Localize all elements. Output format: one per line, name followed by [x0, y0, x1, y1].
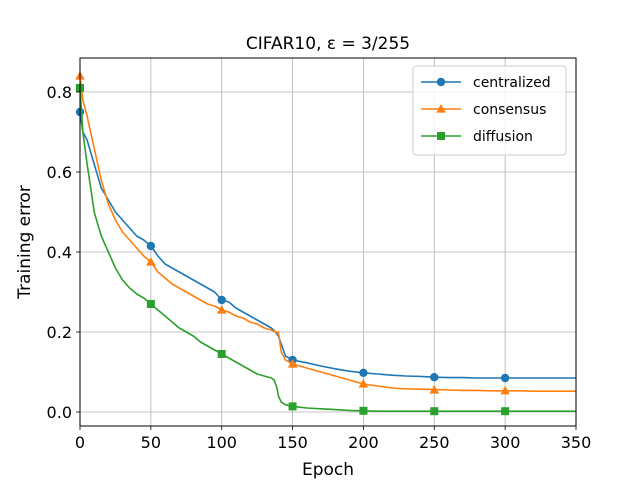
- legend-entry-consensus: consensus: [421, 102, 546, 118]
- data-point-consensus: [216, 305, 227, 314]
- data-point-centralized: [430, 373, 439, 382]
- legend-entry-centralized: centralized: [421, 75, 551, 91]
- data-point-centralized: [500, 373, 510, 383]
- data-point-centralized: [217, 295, 226, 305]
- x-tick-label: 100: [206, 433, 237, 452]
- axis-ticks: 0 50 100 150 200 250 300 350 0.0 0.2 0.4 0.6 0.8: [47, 83, 592, 452]
- y-tick-label: 0.6: [47, 163, 72, 182]
- data-point-diffusion: [501, 407, 510, 416]
- data-point-consensus: [146, 257, 156, 266]
- data-point-centralized: [146, 241, 156, 251]
- series-centralized: [75, 107, 576, 383]
- data-point-diffusion: [359, 406, 368, 415]
- legend-marker-consensus: [436, 104, 446, 113]
- y-axis-label: Training error: [15, 185, 35, 300]
- data-point-consensus: [500, 385, 510, 395]
- data-point-diffusion: [217, 350, 226, 358]
- series-line-consensus: [79, 75, 576, 392]
- data-point-diffusion: [146, 300, 155, 308]
- data-point-consensus: [358, 379, 369, 388]
- data-point-diffusion: [430, 407, 439, 416]
- y-tick-label: 0.0: [47, 403, 72, 422]
- x-tick-label: 50: [141, 433, 161, 452]
- x-tick-label: 0: [75, 433, 85, 452]
- y-tick-label: 0.2: [47, 323, 72, 342]
- data-point-consensus: [429, 385, 440, 394]
- legend-label: consensus: [473, 102, 546, 118]
- x-tick-label: 150: [277, 433, 308, 452]
- legend-marker-centralized: [436, 77, 446, 87]
- legend-entry-diffusion: diffusion: [421, 129, 533, 145]
- y-tick-label: 0.8: [47, 83, 72, 102]
- legend: centralized consensus diffusion: [412, 65, 567, 156]
- series-line-diffusion: [79, 87, 576, 412]
- legend-label: centralized: [473, 75, 551, 91]
- data-point-centralized: [359, 368, 368, 377]
- data-point-consensus: [287, 359, 298, 368]
- chart-title: CIFAR10, ε = 3/255: [246, 34, 410, 54]
- x-axis-label: Epoch: [302, 460, 354, 480]
- data-point-diffusion: [288, 402, 297, 411]
- legend-box: [412, 65, 567, 156]
- y-tick-label: 0.4: [47, 243, 72, 262]
- series-line-centralized: [79, 111, 576, 379]
- x-tick-label: 350: [561, 433, 592, 452]
- legend-marker-diffusion: [437, 132, 445, 140]
- x-tick-label: 200: [348, 433, 379, 452]
- x-tick-label: 250: [419, 433, 450, 452]
- x-tick-label: 300: [490, 433, 521, 452]
- plot-frame: [79, 57, 577, 427]
- series-consensus: [75, 71, 576, 395]
- legend-label: diffusion: [473, 129, 533, 145]
